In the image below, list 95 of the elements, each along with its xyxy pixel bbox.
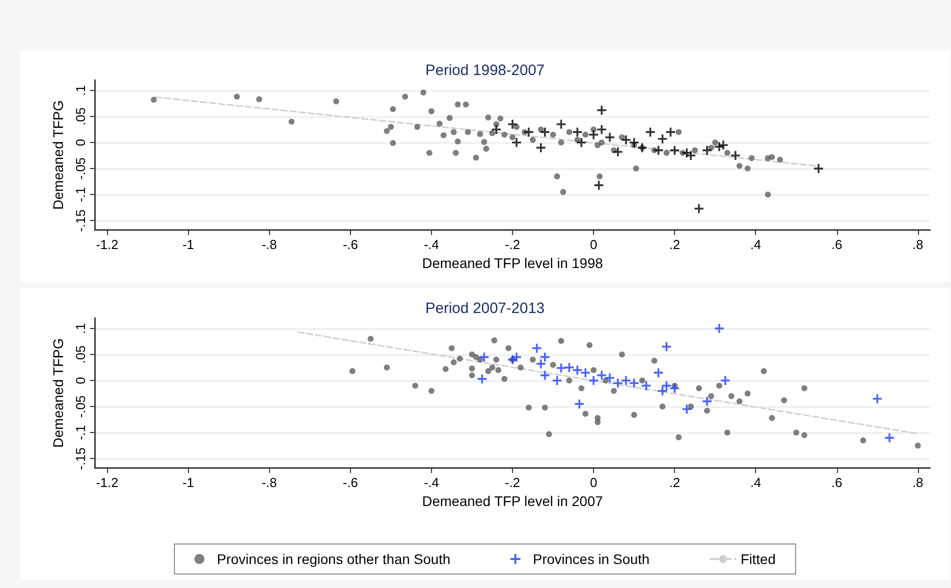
x-tick-label: .6 [831, 237, 842, 252]
x-tick-label: .2 [669, 237, 680, 252]
point [540, 370, 550, 380]
x-tick-label: -.6 [342, 475, 358, 490]
point [682, 404, 692, 414]
y-tick-label: -.1 [73, 186, 88, 202]
y-tick-label: .1 [73, 322, 88, 334]
x-tick-label: -.2 [504, 475, 520, 490]
point [702, 146, 712, 155]
point [480, 352, 489, 362]
point [646, 128, 655, 137]
y-tick-label: .1 [73, 84, 88, 96]
x-tick-label: -.6 [342, 237, 358, 252]
point [884, 433, 894, 442]
x-tick-label: .2 [669, 475, 680, 490]
point [662, 381, 672, 390]
point [492, 124, 501, 134]
legend-label: Provinces in South [532, 551, 650, 567]
point [718, 140, 728, 150]
y-tick-label: -.15 [73, 209, 88, 232]
x-tick-label: -.2 [504, 237, 520, 252]
y-tick-label: 0 [73, 138, 88, 146]
point [536, 143, 546, 152]
y-tick-label: 0 [73, 376, 88, 384]
point [564, 362, 574, 372]
x-tick-label: .8 [912, 237, 924, 252]
point [630, 378, 639, 388]
point [694, 204, 704, 214]
point [605, 373, 614, 382]
point [662, 342, 672, 352]
point [686, 151, 696, 160]
point [536, 359, 546, 368]
point [508, 120, 517, 129]
point [621, 135, 630, 144]
point [524, 128, 534, 137]
point [613, 147, 622, 156]
point [576, 138, 586, 147]
point [574, 399, 584, 408]
point [556, 364, 566, 372]
point [512, 352, 522, 362]
x-tick-label: -.8 [262, 237, 277, 252]
y-axis-title: Demeaned TFPG [50, 338, 66, 448]
point [714, 324, 724, 333]
point [730, 151, 740, 160]
point [702, 396, 712, 406]
x-axis-title: Demeaned TFP level in 1998 [422, 255, 604, 271]
y-tick-label: .05 [73, 107, 88, 126]
legend-label: Fitted [740, 551, 776, 567]
point [658, 134, 667, 144]
x-tick-label: .4 [750, 237, 762, 252]
y-tick-label: -.05 [73, 157, 88, 180]
chart-title: Period 1998-2007 [425, 62, 545, 79]
x-tick-label: .6 [831, 475, 842, 490]
y-tick-label: -.05 [73, 395, 88, 418]
point [670, 146, 680, 155]
x-tick-label: .4 [750, 475, 762, 490]
y-tick-label: -.1 [73, 424, 88, 440]
x-tick-label: .8 [912, 475, 924, 490]
x-tick-label: -.8 [262, 475, 277, 490]
x-tick-label: 0 [590, 237, 598, 252]
x-tick-label: -1.2 [96, 475, 118, 490]
x-tick-label: -.4 [424, 475, 440, 490]
x-tick-label: -1.2 [96, 237, 118, 252]
x-tick-label: -1 [182, 475, 194, 490]
point [630, 138, 639, 147]
point [654, 368, 663, 378]
point [572, 366, 582, 375]
point [589, 376, 598, 385]
point [666, 128, 676, 137]
point [814, 164, 824, 174]
point [621, 376, 630, 385]
point [597, 124, 606, 134]
x-axis-title: Demeaned TFP level in 2007 [422, 493, 604, 509]
point [556, 120, 566, 129]
chart-title: Period 2007-2013 [425, 300, 545, 317]
y-tick-label: .05 [73, 345, 88, 364]
x-tick-label: -1 [182, 237, 194, 252]
y-axis-title: Demeaned TFPG [50, 100, 66, 210]
legend-label: Provinces in regions other than South [216, 551, 450, 567]
point [658, 386, 667, 396]
point [654, 146, 663, 155]
y-tick-label: -.15 [73, 447, 88, 470]
point [540, 128, 550, 137]
point [572, 128, 582, 137]
x-tick-label: -.4 [424, 237, 440, 252]
point [552, 376, 562, 385]
x-tick-label: 0 [590, 475, 598, 490]
point [720, 376, 730, 385]
point [478, 374, 487, 384]
point [589, 130, 598, 140]
point [580, 368, 590, 378]
point [512, 138, 522, 147]
point [540, 352, 550, 362]
point [613, 378, 622, 388]
point [670, 384, 680, 393]
